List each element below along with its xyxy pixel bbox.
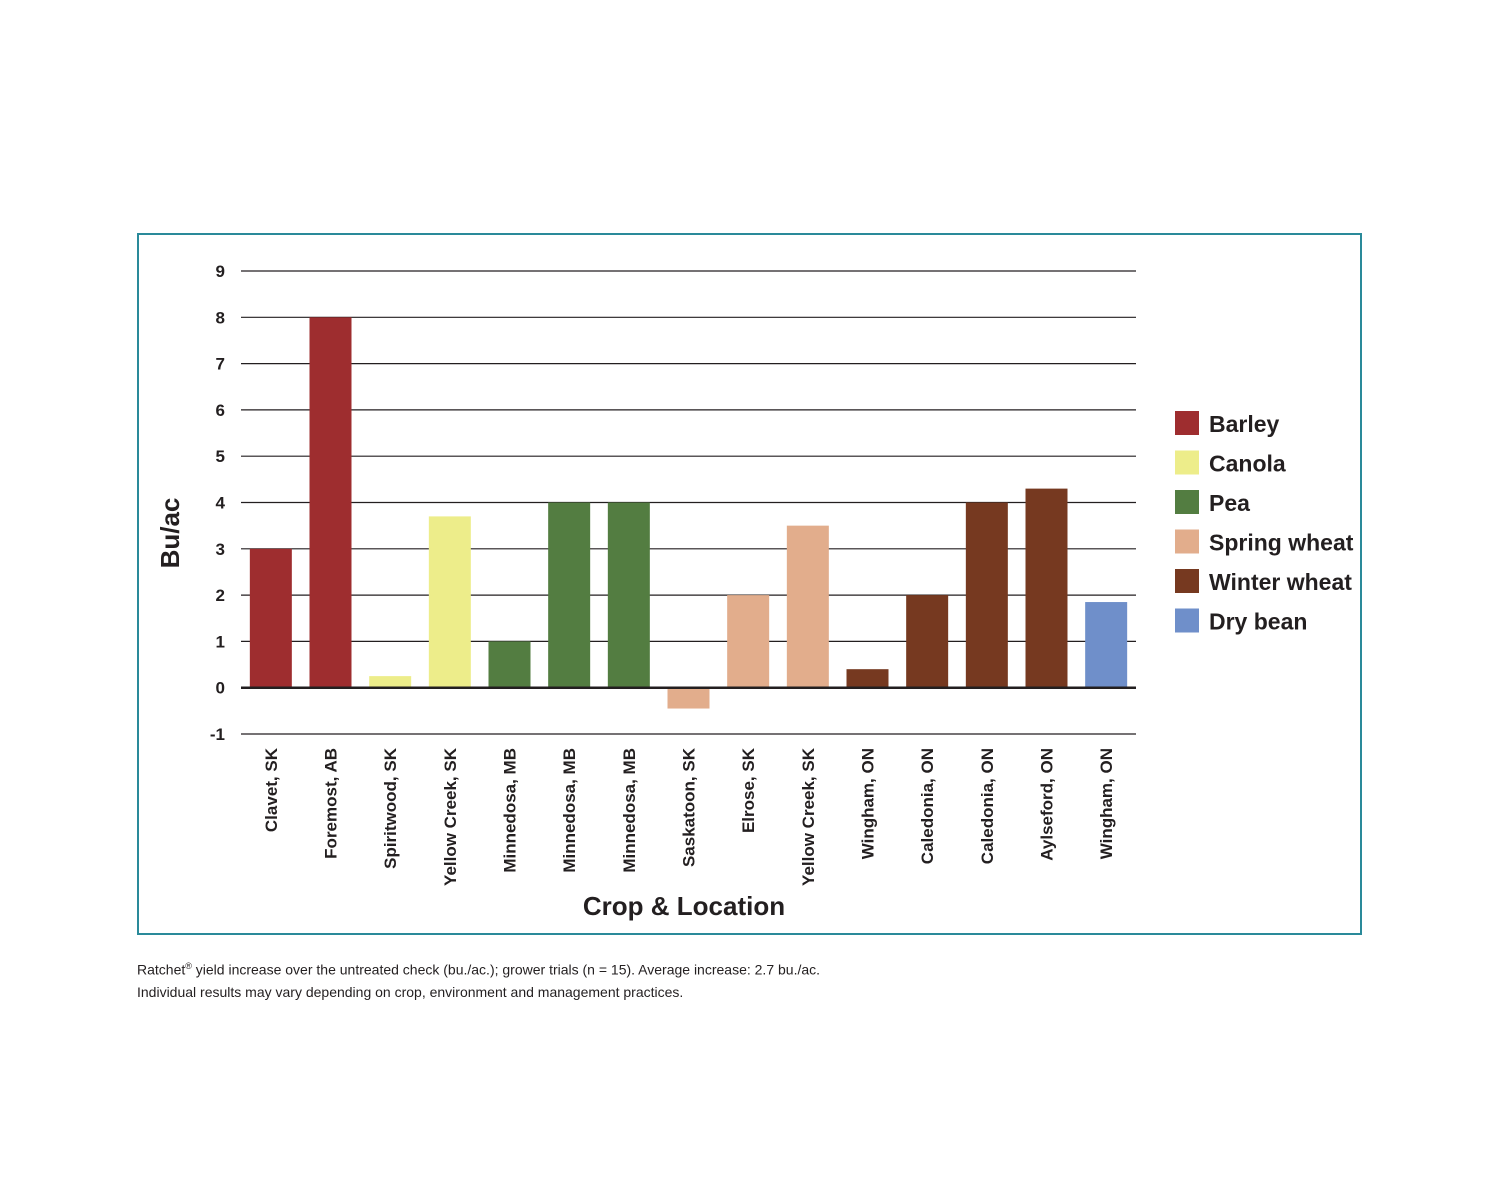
x-category-labels: Clavet, SK Foremost, AB Spiritwood, SK Yell… <box>262 747 1116 886</box>
x-tick-label: Saskatoon, SK <box>680 747 699 867</box>
x-tick-label: Minnedosa, MB <box>501 748 520 873</box>
legend-label: Pea <box>1209 490 1250 516</box>
legend-swatch <box>1175 490 1199 514</box>
caption-line-2: Individual results may vary depending on… <box>137 983 684 1000</box>
bar-chart: 9 8 7 6 5 4 3 2 1 0 -1 Clavet, SK Foremost, AB Spiri… <box>155 262 1354 921</box>
x-tick-label: Wingham, ON <box>1097 748 1116 859</box>
bar <box>249 548 292 688</box>
legend-swatch <box>1175 608 1199 633</box>
legend: Barley Canola Pea Spring wheat Winter wheat D… <box>1175 411 1354 635</box>
y-axis-title: Bu/ac <box>155 498 185 569</box>
bar <box>786 525 829 688</box>
y-tick-label: 2 <box>216 586 225 605</box>
x-tick-label: Caledonia, ON <box>918 748 937 864</box>
x-tick-label: Caledonia, ON <box>978 748 997 864</box>
legend-label: Spring wheat <box>1209 530 1354 556</box>
bar <box>428 516 471 688</box>
legend-label: Barley <box>1209 411 1280 437</box>
x-tick-label: Clavet, SK <box>262 747 281 832</box>
bar <box>727 595 770 688</box>
y-tick-label: 8 <box>216 308 225 327</box>
y-tick-label: 5 <box>216 447 225 466</box>
y-tick-labels: 9 8 7 6 5 4 3 2 1 0 -1 <box>210 262 226 744</box>
y-tick-label: 1 <box>216 632 225 651</box>
bar <box>846 669 889 688</box>
bar <box>309 317 352 688</box>
bar <box>369 676 412 688</box>
chart-frame: 9 8 7 6 5 4 3 2 1 0 -1 Clavet, SK Foremost, AB Spiri… <box>137 233 1362 935</box>
y-tick-label: 6 <box>216 401 225 420</box>
y-tick-label: 9 <box>216 262 225 281</box>
legend-swatch <box>1175 450 1199 475</box>
legend-swatch <box>1175 411 1199 435</box>
y-tick-label: 0 <box>216 679 225 698</box>
x-tick-label: Yellow Creek, SK <box>799 747 818 886</box>
bar <box>667 687 710 709</box>
x-tick-label: Yellow Creek, SK <box>441 747 460 886</box>
x-tick-label: Minnedosa, MB <box>620 748 639 873</box>
y-tick-label: 7 <box>216 355 225 374</box>
bars <box>249 317 1128 709</box>
bar <box>965 502 1008 688</box>
x-tick-label: Aylseford, ON <box>1038 748 1057 861</box>
caption-line-1: Ratchet® yield increase over the untreat… <box>137 961 821 978</box>
x-tick-label: Foremost, AB <box>322 748 341 859</box>
bar <box>607 502 650 688</box>
bar <box>1025 488 1068 688</box>
bar <box>1085 602 1128 688</box>
y-tick-label: -1 <box>210 725 225 744</box>
x-tick-label: Wingham, ON <box>859 748 878 859</box>
bar <box>548 502 591 688</box>
x-tick-label: Elrose, SK <box>739 747 758 833</box>
legend-swatch <box>1175 529 1199 554</box>
y-tick-label: 4 <box>216 494 226 513</box>
x-tick-label: Minnedosa, MB <box>560 748 579 873</box>
legend-label: Canola <box>1209 451 1286 477</box>
legend-label: Winter wheat <box>1209 569 1352 595</box>
x-axis-title: Crop & Location <box>583 891 785 921</box>
y-tick-label: 3 <box>216 540 225 559</box>
legend-label: Dry bean <box>1209 609 1307 635</box>
chart-caption: Ratchet® yield increase over the untreat… <box>137 955 1362 1003</box>
bar <box>488 641 531 688</box>
legend-swatch <box>1175 569 1199 593</box>
x-tick-label: Spiritwood, SK <box>381 747 400 869</box>
bar <box>906 595 949 688</box>
